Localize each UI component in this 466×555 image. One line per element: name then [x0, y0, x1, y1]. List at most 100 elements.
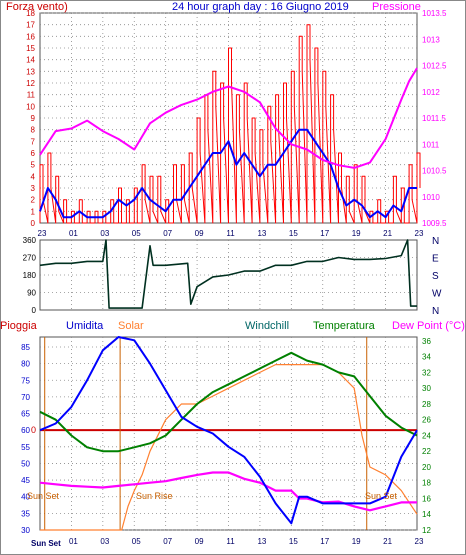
humidity-tick-label: 60	[21, 426, 30, 435]
humidity-tick-label: 55	[21, 443, 30, 452]
wind-left-tick-label: 12	[26, 79, 35, 88]
hour-tick-label: 17	[320, 229, 329, 238]
hour-tick-label: 03	[100, 229, 109, 238]
pressure-tick-label: 1009.5	[422, 219, 447, 228]
wind-left-tick-label: 7	[31, 137, 36, 146]
pressure-tick-label: 1013	[422, 35, 440, 44]
wind-left-tick-label: 11	[27, 91, 36, 100]
sunset-left-label: Sun Set	[27, 491, 60, 501]
humidity-series	[39, 336, 418, 525]
wind-left-tick-label: 3	[31, 184, 36, 193]
wind-left-tick-label: 5	[31, 161, 36, 170]
humidity-tick-label: 40	[21, 493, 30, 502]
pressure-tick-label: 1010.5	[422, 167, 447, 176]
pressure-series	[39, 67, 418, 169]
wind-left-tick-label: 1	[31, 207, 36, 216]
legend-humidity: Umidita	[66, 320, 104, 332]
windchill-series	[39, 471, 417, 512]
humidity-tick-label: 50	[21, 459, 30, 468]
hour-tick-label: 01	[69, 229, 78, 238]
humidity-tick-label: 85	[21, 343, 30, 352]
hour-tick-label: 13	[257, 537, 266, 546]
compass-label: S	[432, 271, 439, 282]
wind-left-tick-label: 16	[26, 32, 35, 41]
temperature-series	[39, 351, 418, 453]
header-pressure-title: Pressione	[372, 1, 421, 13]
legend-dewpoint: Dew Point (°C)	[392, 320, 465, 332]
direction-tick-label: 360	[23, 236, 37, 245]
wind-left-tick-label: 17	[26, 21, 35, 30]
hour-tick-label: 01	[69, 537, 78, 546]
humidity-tick-label: 75	[21, 376, 30, 385]
temperature-tick-label: 32	[422, 368, 431, 377]
hour-tick-label: 23	[415, 229, 424, 238]
temperature-tick-label: 12	[422, 526, 431, 535]
compass-label: N	[432, 236, 439, 247]
hour-tick-label: 05	[132, 229, 141, 238]
hour-tick-label: 05	[132, 537, 141, 546]
wind-average-series	[39, 128, 417, 219]
wind-left-tick-label: 8	[31, 126, 36, 135]
humidity-tick-label: 65	[21, 410, 30, 419]
wind-left-tick-label: 15	[26, 44, 35, 53]
direction-tick-label: 0	[32, 306, 37, 315]
wind-left-tick-label: 6	[31, 149, 36, 158]
hour-tick-label: 03	[100, 537, 109, 546]
direction-tick-label: 270	[23, 254, 37, 263]
hour-tick-label: 23	[415, 537, 424, 546]
pressure-tick-label: 1012.5	[422, 62, 447, 71]
hour-tick-label: 19	[352, 537, 361, 546]
rain-zero-label: 0	[31, 425, 36, 435]
temperature-tick-label: 34	[422, 353, 431, 362]
hour-tick-label: 13	[257, 229, 266, 238]
pressure-tick-label: 1010	[422, 193, 440, 202]
legend-temperature: Temperatura	[313, 320, 376, 332]
header-wind-title: Forza vento)	[6, 1, 68, 13]
humidity-tick-label: 70	[21, 393, 30, 402]
temperature-tick-label: 36	[422, 337, 431, 346]
wind-left-tick-label: 2	[31, 196, 36, 205]
pressure-tick-label: 1011.5	[422, 114, 446, 123]
sunrise-label: Sun Rise	[136, 491, 173, 501]
hour-tick-label: 17	[320, 537, 329, 546]
pressure-tick-label: 1011	[422, 140, 440, 149]
hour-tick-label: 21	[383, 537, 392, 546]
wind-left-tick-label: 14	[26, 56, 35, 65]
wind-left-tick-label: 0	[31, 219, 36, 228]
wind-left-tick-label: 4	[31, 172, 36, 181]
wind-direction-series	[39, 239, 417, 309]
hour-tick-label: 07	[163, 537, 172, 546]
humidity-tick-label: 35	[21, 509, 30, 518]
temperature-tick-label: 26	[422, 416, 431, 425]
hour-tick-label: 19	[352, 229, 361, 238]
humidity-tick-label: 45	[21, 476, 30, 485]
pressure-tick-label: 1013.5	[422, 9, 447, 18]
pressure-tick-label: 1012	[422, 88, 440, 97]
solar-series	[40, 364, 418, 531]
temperature-tick-label: 20	[422, 463, 431, 472]
temperature-tick-label: 24	[422, 431, 431, 440]
hour-tick-label: 15	[289, 229, 298, 238]
axis-sunset-label: Sun Set	[31, 539, 61, 548]
header-date-title: 24 hour graph day : 16 Giugno 2019	[172, 1, 349, 13]
compass-label: E	[432, 254, 439, 265]
sunset-right-label: Sun Set	[365, 491, 398, 501]
humidity-tick-label: 30	[21, 526, 30, 535]
direction-tick-label: 180	[23, 271, 37, 280]
hour-tick-label: 11	[226, 537, 235, 546]
wind-left-tick-label: 18	[26, 9, 35, 18]
legend-solar: Solar	[118, 320, 144, 332]
legend-rain: Pioggia	[0, 320, 38, 332]
hour-tick-label: 09	[195, 537, 204, 546]
temperature-tick-label: 14	[422, 510, 431, 519]
hour-tick-label: 15	[289, 537, 298, 546]
humidity-tick-label: 80	[21, 360, 30, 369]
temperature-tick-label: 30	[422, 384, 431, 393]
legend-windchill: Windchill	[245, 320, 289, 332]
compass-label: W	[432, 289, 442, 300]
hour-tick-label: 21	[383, 229, 392, 238]
wind-left-tick-label: 13	[26, 67, 35, 76]
wind-left-tick-label: 9	[31, 114, 36, 123]
